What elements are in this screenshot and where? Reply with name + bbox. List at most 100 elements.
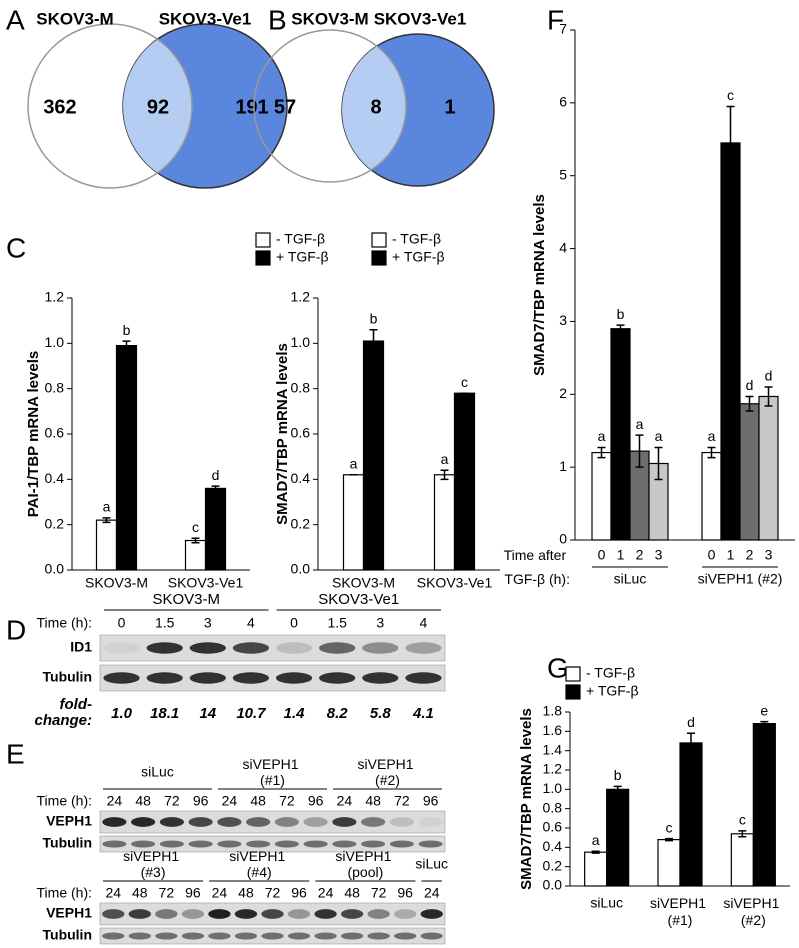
legend-swatch	[371, 232, 387, 248]
time-value: 1.5	[327, 615, 347, 631]
id1-band	[146, 642, 183, 654]
veph1-band	[274, 817, 299, 827]
error-bar	[745, 395, 754, 412]
venn-count: 191	[235, 96, 268, 118]
error-bar	[597, 446, 606, 459]
significance-letter: a	[103, 499, 111, 515]
veph1-band	[314, 909, 337, 919]
significance-letter: c	[192, 519, 199, 535]
tubulin-band	[332, 840, 357, 848]
veph1-band	[188, 817, 213, 827]
veph1-band	[131, 817, 156, 827]
error-bar	[122, 340, 131, 351]
y-tick-label: 5	[559, 166, 567, 182]
time-value: 48	[135, 793, 151, 809]
tubulin-band	[217, 840, 242, 848]
veph1-band	[340, 909, 364, 919]
category-label: siLuc	[614, 571, 647, 587]
time-value: 72	[394, 793, 410, 809]
error-bar	[191, 537, 200, 544]
legend-label: + TGF-β	[276, 249, 329, 265]
category-label: SKOV3-Ve1	[417, 575, 493, 591]
fold-change-label: fold-change:	[34, 696, 92, 729]
id1-band	[189, 642, 226, 654]
tubulin-band	[362, 672, 399, 684]
tubulin-band	[146, 672, 183, 684]
error-bar	[707, 446, 716, 459]
blot-strip	[99, 835, 446, 853]
group-label: SKOV3-M	[152, 591, 220, 608]
group-label: SKOV3-Ve1	[318, 591, 399, 608]
veph1-band	[332, 817, 357, 827]
row-label: VEPH1	[46, 905, 92, 921]
y-tick-label: 1.0	[291, 334, 311, 350]
error-bar	[665, 837, 673, 842]
time-label: Time (h):	[37, 885, 92, 901]
y-axis-label: SMAD7/TBP mRNA levels	[531, 194, 548, 376]
bar	[433, 474, 456, 571]
veph1-band	[418, 817, 443, 827]
veph1-band	[361, 817, 386, 827]
error-bar	[738, 830, 747, 838]
tubulin-band	[314, 932, 337, 940]
venn-count: 57	[274, 96, 296, 118]
legend-label: - TGF-β	[276, 231, 325, 247]
tubulin-band	[189, 672, 226, 684]
time-value: 1.5	[155, 615, 175, 631]
y-tick-label: 0.6	[543, 819, 563, 835]
y-tick-label: 1.2	[291, 289, 311, 305]
x-tick-label: 3	[655, 547, 663, 563]
veph1-band	[234, 909, 258, 919]
y-tick-label: 0.4	[543, 838, 563, 854]
significance-letter: c	[739, 812, 746, 828]
time-value: 24	[424, 885, 440, 901]
significance-letter: b	[617, 306, 625, 322]
row-label: Tubulin	[43, 835, 93, 851]
category-label: SKOV3-M	[85, 575, 148, 591]
bar	[584, 851, 608, 887]
y-tick-label: 7	[559, 21, 567, 37]
time-value: 48	[344, 885, 360, 901]
significance-letter: a	[598, 428, 606, 444]
time-value: 3	[376, 615, 384, 631]
error-bar	[591, 850, 600, 854]
veph1-band	[181, 909, 205, 919]
significance-letter: b	[123, 322, 131, 338]
time-value: 24	[107, 793, 123, 809]
y-axis-label: PAI-1/TBP mRNA levels	[25, 351, 42, 517]
venn-count: 362	[43, 96, 76, 118]
y-tick-label: 1.4	[543, 741, 563, 757]
time-value: 24	[222, 793, 238, 809]
tubulin-band	[261, 932, 284, 940]
tubulin-band	[181, 932, 205, 940]
y-tick-label: 1	[559, 458, 567, 474]
y-tick-label: 0.4	[45, 470, 65, 486]
time-value: 24	[337, 793, 353, 809]
tubulin-band	[155, 932, 178, 940]
time-value: 72	[371, 885, 387, 901]
tubulin-band	[159, 840, 184, 848]
tubulin-band	[420, 932, 443, 940]
panel-letter: G	[547, 652, 569, 683]
y-tick-label: 0.8	[45, 379, 65, 395]
y-tick-label: 1.2	[45, 289, 65, 305]
error-bar	[369, 328, 378, 354]
fold-change-value: 4.1	[412, 705, 434, 722]
bar	[606, 788, 630, 887]
time-value: 96	[291, 885, 307, 901]
significance-letter: a	[708, 428, 716, 444]
x-tick-label: 2	[636, 547, 644, 563]
group-label: siVEPH1 (#3)	[123, 848, 183, 880]
significance-letter: c	[461, 374, 468, 390]
time-value: 96	[308, 793, 324, 809]
bar	[453, 392, 476, 571]
bar	[730, 833, 754, 887]
y-axis-label: SMAD7/TBP mRNA levels	[274, 343, 291, 525]
veph1-band	[287, 909, 311, 919]
tubulin-band	[102, 840, 127, 848]
fold-change-value: 18.1	[150, 705, 179, 722]
bar	[342, 474, 365, 571]
category-label: siLuc	[590, 895, 623, 911]
veph1-band	[261, 909, 284, 919]
group-label: siVEPH1 (#1)	[243, 756, 303, 788]
